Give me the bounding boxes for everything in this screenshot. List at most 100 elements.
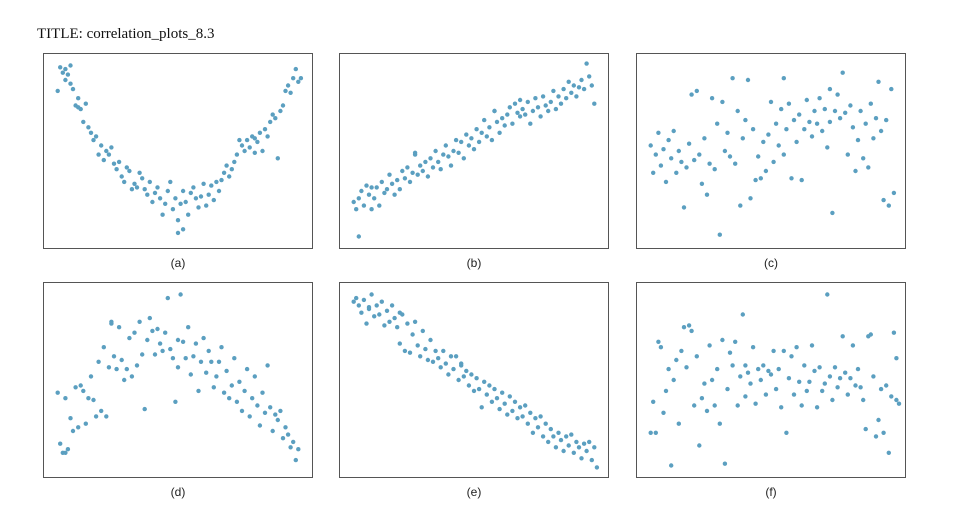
data-point xyxy=(771,159,776,165)
data-point xyxy=(196,205,201,210)
data-point xyxy=(850,343,856,348)
data-point xyxy=(484,134,489,139)
scatter-panel-d: (d) xyxy=(43,282,313,499)
data-point xyxy=(881,197,886,203)
data-point xyxy=(219,345,224,350)
data-point xyxy=(832,365,838,370)
data-point xyxy=(797,379,802,384)
data-point xyxy=(510,408,515,414)
data-point xyxy=(441,348,446,354)
data-point xyxy=(753,401,758,406)
data-point xyxy=(748,196,753,201)
data-point xyxy=(704,192,710,197)
data-point xyxy=(850,125,856,130)
data-point xyxy=(576,445,582,450)
data-point xyxy=(124,165,129,170)
data-point xyxy=(389,303,395,308)
data-point xyxy=(676,421,681,426)
data-point xyxy=(512,399,518,404)
data-point xyxy=(720,99,725,105)
data-point xyxy=(124,366,129,372)
data-point xyxy=(709,96,715,101)
data-point xyxy=(871,136,876,141)
data-point xyxy=(86,125,91,130)
data-point xyxy=(648,143,653,148)
data-point xyxy=(684,365,689,370)
data-point xyxy=(221,390,227,395)
data-point xyxy=(173,196,178,201)
data-point xyxy=(797,112,802,117)
data-point xyxy=(382,190,387,196)
data-point xyxy=(257,130,263,135)
data-point xyxy=(114,366,119,372)
data-point xyxy=(237,137,242,143)
data-point xyxy=(232,159,237,165)
data-point xyxy=(669,156,674,161)
data-point xyxy=(104,414,109,419)
data-point xyxy=(387,172,392,177)
data-point xyxy=(351,199,356,205)
data-point xyxy=(142,187,147,192)
data-point xyxy=(697,443,702,448)
data-point xyxy=(152,190,158,196)
data-point xyxy=(520,106,525,112)
data-point xyxy=(366,192,372,197)
data-point xyxy=(896,401,902,406)
data-point xyxy=(873,434,879,439)
data-point xyxy=(735,108,740,114)
data-point xyxy=(830,397,835,403)
data-point xyxy=(291,439,296,445)
data-point xyxy=(354,295,359,301)
data-point xyxy=(656,339,661,344)
data-point xyxy=(356,196,361,201)
data-point xyxy=(528,121,533,126)
data-point xyxy=(268,405,273,410)
data-point xyxy=(494,119,500,125)
data-point xyxy=(186,212,191,217)
data-point xyxy=(466,143,472,148)
data-point xyxy=(799,177,804,183)
data-point xyxy=(180,188,186,194)
data-point xyxy=(211,197,216,203)
data-point xyxy=(876,417,881,423)
data-point xyxy=(209,359,214,364)
data-point xyxy=(145,192,150,197)
data-point xyxy=(410,332,415,337)
data-point xyxy=(720,337,725,343)
data-point xyxy=(157,341,163,346)
data-point xyxy=(464,368,469,374)
data-point xyxy=(283,425,288,430)
data-point xyxy=(538,414,543,419)
data-point xyxy=(196,388,201,394)
data-point xyxy=(137,170,142,175)
data-point xyxy=(252,150,257,155)
scatter-plot-a xyxy=(43,53,313,249)
data-point xyxy=(771,348,776,354)
data-point xyxy=(418,163,423,168)
data-point xyxy=(674,357,679,363)
data-point xyxy=(740,312,745,317)
data-point xyxy=(229,167,234,172)
scatter-panel-e: (e) xyxy=(339,282,609,499)
data-point xyxy=(88,130,94,135)
data-point xyxy=(574,439,579,445)
data-point xyxy=(684,165,689,170)
data-point xyxy=(93,134,99,139)
data-point xyxy=(858,108,863,114)
data-point xyxy=(576,85,582,90)
scatter-plot-f xyxy=(636,282,906,478)
data-point xyxy=(802,363,807,368)
data-point xyxy=(843,110,848,115)
data-point xyxy=(415,172,420,177)
data-point xyxy=(517,114,523,119)
data-point xyxy=(232,356,237,361)
data-point xyxy=(756,366,761,372)
data-point xyxy=(858,385,863,390)
data-point xyxy=(270,112,275,117)
data-point xyxy=(569,90,574,95)
data-point xyxy=(369,207,374,212)
data-point xyxy=(293,66,298,72)
data-point xyxy=(76,425,81,430)
data-point xyxy=(727,350,733,355)
data-point xyxy=(298,76,304,81)
